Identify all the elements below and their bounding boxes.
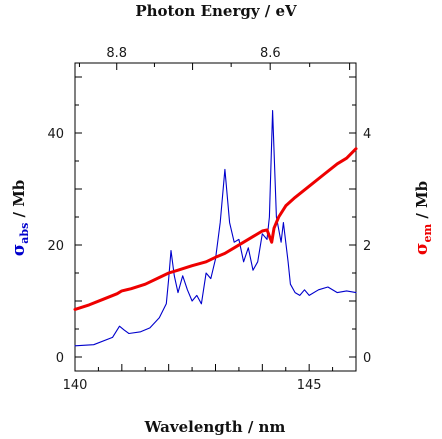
x2-tick-label: 8.6 xyxy=(260,46,281,61)
y-tick-label: 0 xyxy=(56,351,64,366)
x-tick-label: 145 xyxy=(297,378,322,393)
y2-axis-title-symbol: σ xyxy=(412,243,432,256)
y2-axis-title-unit: / Mb xyxy=(413,181,431,224)
y2-axis-title-sub: em xyxy=(421,224,434,243)
y-tick-label: 40 xyxy=(47,127,64,142)
x-tick-label: 140 xyxy=(63,378,88,393)
y2-tick-label: 0 xyxy=(363,351,371,366)
series-layer xyxy=(73,110,358,347)
y2-tick-label: 2 xyxy=(363,239,371,254)
x2-axis-title: Photon Energy / eV xyxy=(135,2,297,20)
y2-axis-title: σem / Mb xyxy=(412,181,434,255)
y-tick-label: 20 xyxy=(47,239,64,254)
y-axis-title-symbol: σ xyxy=(9,244,29,257)
tick-labels: 140 145 8.8 8.6 0 20 40 0 2 4 xyxy=(47,46,371,393)
axis-ticks xyxy=(74,63,357,371)
y-axis-title-unit: / Mb xyxy=(10,180,28,223)
y2-tick-label: 4 xyxy=(363,127,371,142)
x-axis-title: Wavelength / nm xyxy=(144,418,286,436)
abs-series-line xyxy=(74,110,357,347)
y-axis-title: σabs / Mb xyxy=(9,180,31,257)
em-series-line xyxy=(73,147,358,311)
x2-tick-label: 8.8 xyxy=(106,46,127,61)
y-axis-title-sub: abs xyxy=(18,223,31,244)
plot-frame xyxy=(74,62,357,372)
